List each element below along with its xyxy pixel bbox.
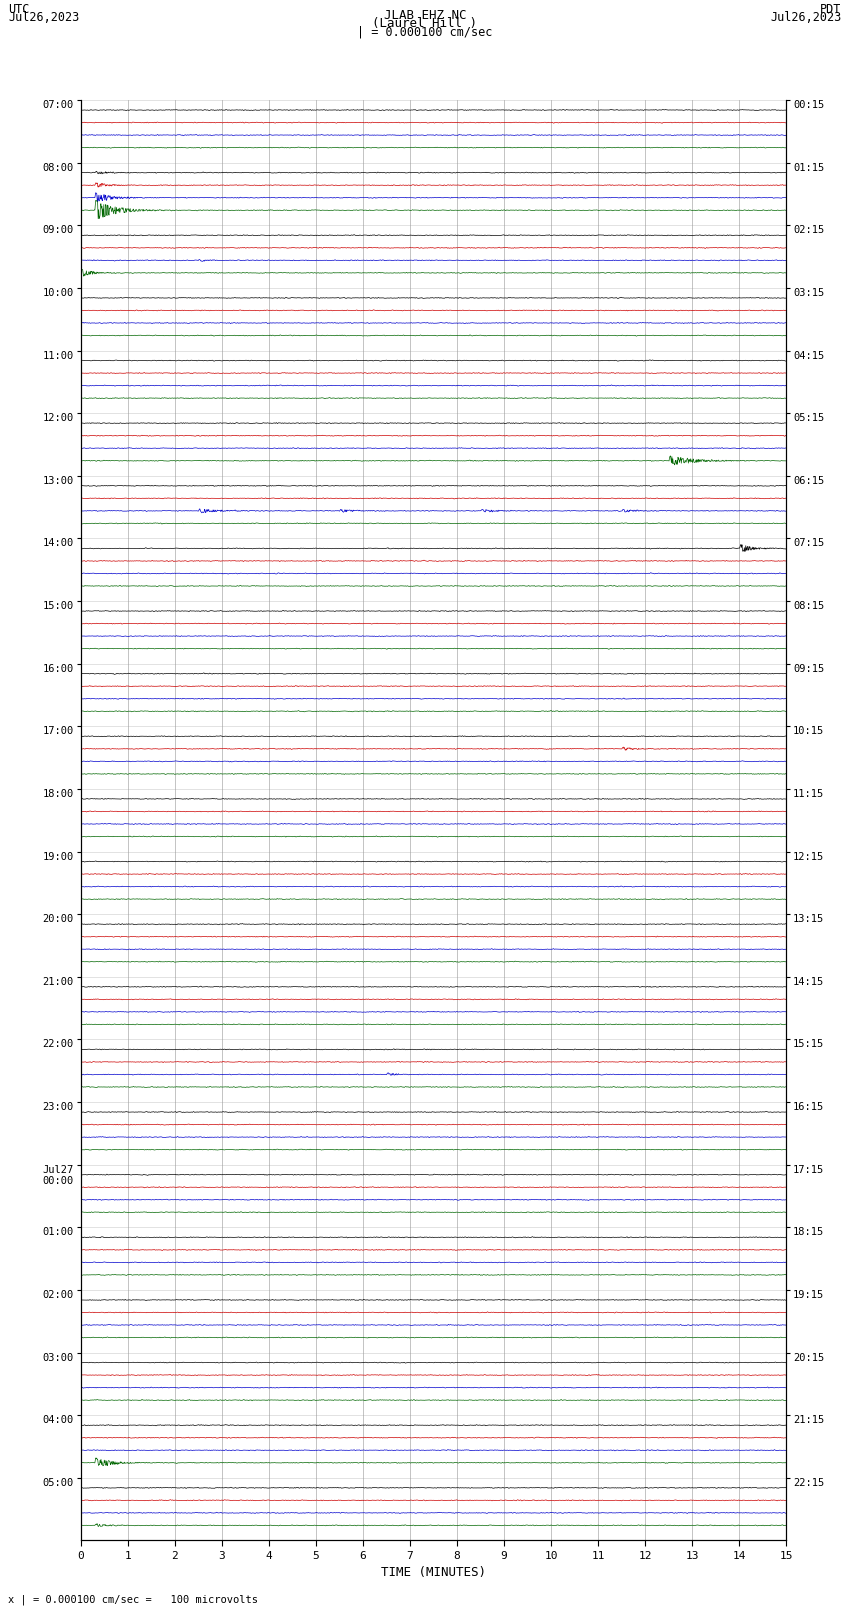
Text: PDT: PDT	[820, 3, 842, 16]
Text: JLAB EHZ NC: JLAB EHZ NC	[383, 10, 467, 23]
Text: UTC: UTC	[8, 3, 30, 16]
X-axis label: TIME (MINUTES): TIME (MINUTES)	[381, 1566, 486, 1579]
Text: Jul26,2023: Jul26,2023	[770, 11, 842, 24]
Text: | = 0.000100 cm/sec: | = 0.000100 cm/sec	[357, 24, 493, 39]
Text: (Laurel Hill ): (Laurel Hill )	[372, 18, 478, 31]
Text: Jul26,2023: Jul26,2023	[8, 11, 80, 24]
Text: x | = 0.000100 cm/sec =   100 microvolts: x | = 0.000100 cm/sec = 100 microvolts	[8, 1594, 258, 1605]
